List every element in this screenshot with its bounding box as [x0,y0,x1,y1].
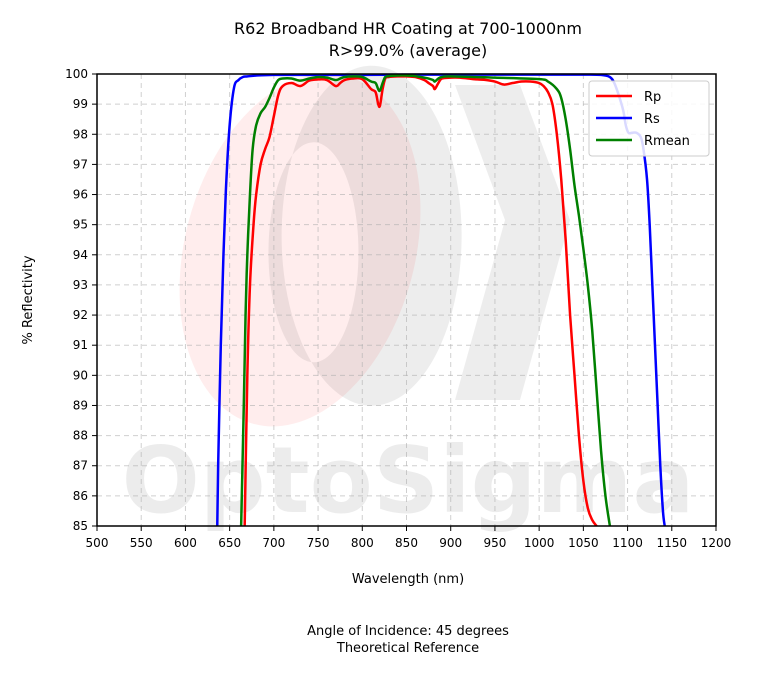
x-tick-label: 1050 [568,536,599,550]
x-tick-label: 1150 [657,536,688,550]
x-tick-label: 800 [351,536,374,550]
grid [96,73,717,527]
y-tick-label: 90 [73,368,88,382]
y-tick-label: 96 [73,188,88,202]
y-tick-label: 92 [73,308,88,322]
x-tick-label: 1100 [612,536,643,550]
x-tick-label: 900 [439,536,462,550]
x-tick-label: 850 [395,536,418,550]
chart-title: R62 Broadband HR Coating at 700-1000nm [234,19,582,38]
y-tick-label: 100 [65,67,88,81]
x-tick-label: 650 [218,536,241,550]
y-tick-label: 85 [73,519,88,533]
y-tick-label: 89 [73,398,88,412]
y-tick-label: 87 [73,459,88,473]
y-tick-label: 91 [73,338,88,352]
y-axis-label: % Reflectivity [21,255,36,344]
x-tick-label: 1200 [701,536,732,550]
x-axis-label: Wavelength (nm) [352,572,464,587]
x-tick-label: 600 [174,536,197,550]
x-tick-label: 550 [130,536,153,550]
x-tick-label: 1000 [524,536,555,550]
x-tick-label: 500 [86,536,109,550]
legend-label-rmean: Rmean [644,134,690,149]
x-tick-label: 700 [262,536,285,550]
legend-label-rp: Rp [644,90,661,105]
footer-line-2: Theoretical Reference [336,641,479,656]
x-tick-label: 950 [483,536,506,550]
series-line-rmean [239,74,612,526]
y-tick-label: 99 [73,97,88,111]
watermark-logo: OptoSigma [122,65,694,534]
y-tick-label: 95 [73,218,88,232]
y-tick-label: 97 [73,157,88,171]
x-tick-label: 750 [307,536,330,550]
y-tick-label: 86 [73,489,88,503]
x-axis-ticks: 500 550 600 650 700 750 800 850 900 950 1000 1050 11… [86,526,732,550]
legend: Rp Rs Rmean [588,80,710,157]
legend-label-rs: Rs [644,112,660,127]
y-tick-label: 88 [73,429,88,443]
footer-line-1: Angle of Incidence: 45 degrees [307,624,509,639]
axes-frame [96,73,717,527]
chart-subtitle: R>99.0% (average) [329,41,487,60]
y-tick-label: 98 [73,127,88,141]
legend-box [588,80,710,157]
y-tick-label: 93 [73,278,88,292]
y-tick-label: 94 [73,248,88,262]
y-axis-ticks: 85 86 87 88 89 90 91 92 93 94 95 96 97 98 99 100 [65,67,97,533]
